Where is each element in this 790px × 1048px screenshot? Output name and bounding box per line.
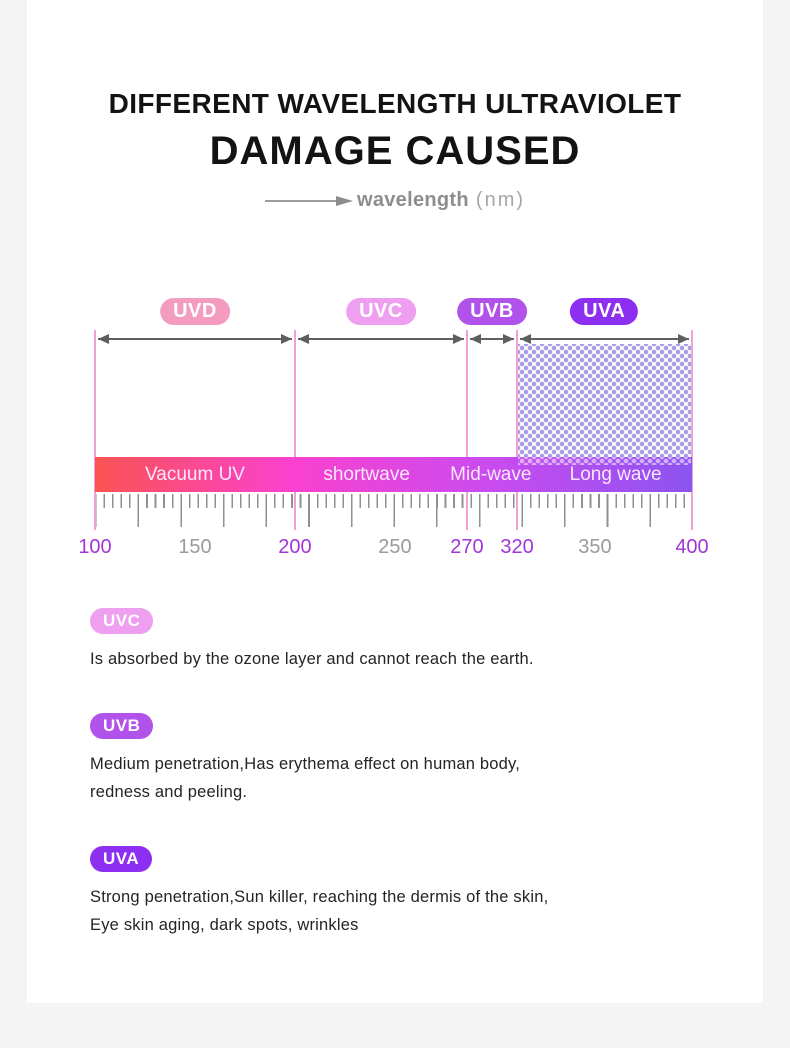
bar-segment-label-mid-wave: Mid-wave — [450, 464, 532, 485]
info-text-uvc: Is absorbed by the ozone layer and canno… — [90, 645, 763, 673]
info-section-uvc: UVC Is absorbed by the ozone layer and c… — [90, 608, 763, 673]
wavelength-axis-caption: wavelength (nm) — [27, 189, 763, 212]
scale-label-320: 320 — [500, 536, 534, 558]
uva-dot-pattern-overlay — [518, 457, 691, 465]
range-arrow-uva — [520, 334, 689, 344]
ruler-ticks — [95, 494, 692, 527]
band-badge-uvd: UVD — [160, 298, 230, 325]
boundary-line-320 — [516, 330, 519, 530]
infographic-card: DIFFERENT WAVELENGTH ULTRAVIOLET DAMAGE … — [27, 0, 763, 1003]
info-text-uvb: Medium penetration,Has erythema effect o… — [90, 750, 763, 806]
range-arrow-uvb — [469, 334, 515, 344]
info-text-line: Strong penetration,Sun killer, reaching … — [90, 888, 549, 906]
axis-arrow-line — [264, 199, 337, 202]
info-text-line: Medium penetration,Has erythema effect o… — [90, 755, 521, 773]
info-section-uva: UVA Strong penetration,Sun killer, reach… — [90, 846, 763, 939]
scale-label-200: 200 — [278, 536, 312, 558]
uva-dot-pattern — [518, 344, 691, 457]
scale-label-270: 270 — [450, 536, 484, 558]
page-title-line2: DAMAGE CAUSED — [209, 129, 581, 173]
scale-row: 100 150 200 250 270 320 350 400 — [78, 536, 708, 562]
axis-unit: (nm) — [475, 189, 526, 211]
bar-segment-label-vacuum-uv: Vacuum UV — [145, 464, 245, 485]
info-text-line: redness and peeling. — [90, 783, 248, 801]
bar-segment-label-long-wave: Long wave — [569, 464, 662, 485]
scale-label-250: 250 — [378, 536, 412, 558]
scale-label-400: 400 — [675, 536, 709, 558]
range-arrow-uvc — [297, 334, 464, 344]
boundary-line-400 — [691, 330, 693, 530]
info-text-line: Eye skin aging, dark spots, wrinkles — [90, 916, 359, 934]
info-text-uva: Strong penetration,Sun killer, reaching … — [90, 883, 763, 939]
info-section-uvb: UVB Medium penetration,Has erythema effe… — [90, 713, 763, 806]
band-badge-uvb: UVB — [457, 298, 527, 325]
uv-spectrum-diagram: UVD UVC UVB UVA Vacuum UV shortwave Mid-… — [78, 298, 709, 566]
axis-label: wavelength — [356, 189, 469, 211]
info-badge-uva: UVA — [90, 846, 153, 872]
scale-label-150: 150 — [178, 536, 212, 558]
info-badge-uvc: UVC — [90, 608, 154, 634]
band-badge-uvc: UVC — [346, 298, 416, 325]
range-arrow-uvd — [98, 334, 292, 344]
scale-label-100: 100 — [78, 536, 112, 558]
bar-segment-label-shortwave: shortwave — [323, 464, 410, 485]
page-title-line1: DIFFERENT WAVELENGTH ULTRAVIOLET — [108, 88, 682, 119]
band-badge-uva: UVA — [570, 298, 639, 325]
scale-label-350: 350 — [578, 536, 612, 558]
info-badge-uvb: UVB — [90, 713, 154, 739]
boundary-line-100 — [94, 330, 96, 530]
info-text-line: Is absorbed by the ozone layer and canno… — [90, 650, 534, 668]
boundary-line-200 — [293, 330, 296, 530]
right-arrow-icon — [335, 195, 353, 206]
boundary-line-270 — [465, 330, 468, 530]
